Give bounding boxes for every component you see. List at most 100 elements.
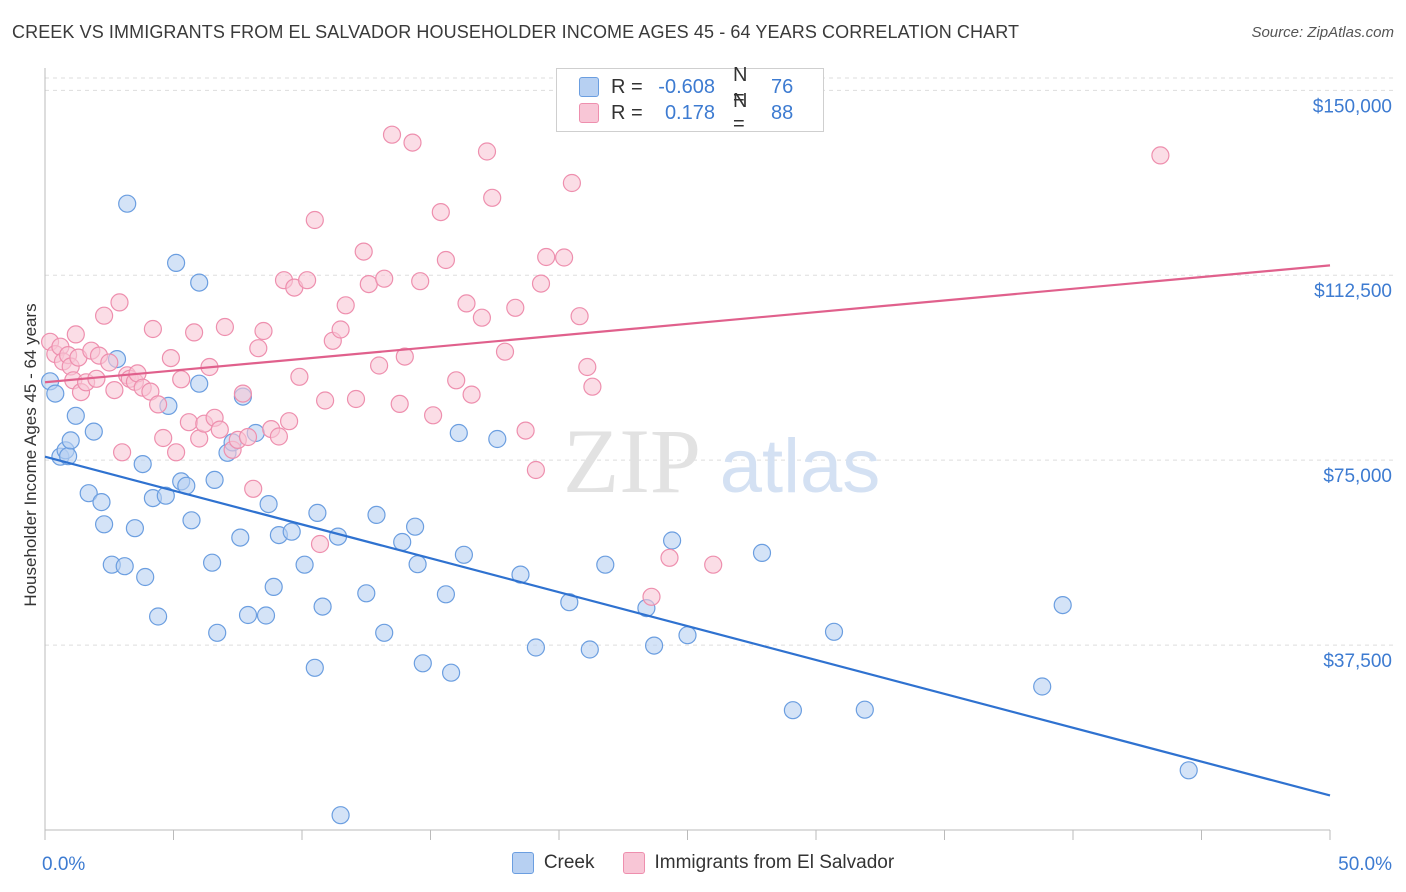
creek-point: [449, 423, 468, 443]
legend-n-label: N =: [733, 90, 748, 135]
legend-item-el-salvador: Immigrants from El Salvador: [622, 852, 894, 874]
legend-row-el-salvador: R = 0.178 N = 88: [579, 90, 794, 135]
creek-point: [678, 626, 697, 645]
el-salvador-point: [411, 272, 430, 291]
y-tick-label: $75,000: [1323, 466, 1392, 487]
creek-point: [331, 806, 350, 825]
creek-point: [264, 577, 283, 597]
axis-layer: [44, 68, 1331, 840]
el-salvador-point: [249, 339, 268, 358]
creek-point: [442, 663, 461, 682]
el-salvador-point: [578, 357, 597, 377]
el-salvador-point: [436, 250, 455, 270]
creek-point: [305, 658, 324, 677]
legend-item-creek: Creek: [511, 852, 595, 874]
el-salvador-point: [642, 587, 661, 606]
creek-point: [488, 429, 507, 449]
el-salvador-point: [346, 389, 366, 409]
legend-r-label: R =: [611, 101, 643, 124]
creek-point: [205, 470, 224, 489]
creek-point: [136, 567, 155, 587]
creek-point: [238, 605, 258, 625]
creek-point: [231, 528, 250, 547]
creek-point: [783, 701, 803, 720]
creek-point: [46, 384, 65, 403]
creek-point: [84, 422, 103, 441]
creek-point: [596, 555, 615, 574]
creek-point: [282, 522, 301, 541]
legend-n-label: N =: [733, 64, 748, 109]
el-salvador-point: [331, 320, 350, 339]
el-salvador-point: [112, 443, 132, 462]
creek-point: [375, 623, 394, 642]
creek-point: [259, 495, 278, 514]
legend-r-value: -0.608: [658, 75, 715, 98]
creek-point: [133, 455, 152, 474]
legend-n-value: 88: [771, 101, 794, 124]
creek-point: [61, 431, 80, 450]
el-salvador-point: [305, 210, 324, 230]
el-salvador-point: [354, 242, 373, 261]
el-salvador-point: [1151, 146, 1170, 165]
legend-swatch-creek: [579, 77, 599, 97]
creek-point: [92, 493, 111, 512]
trend-layer: [44, 264, 1331, 797]
creek-point: [115, 557, 134, 576]
el-salvador-point: [516, 421, 535, 440]
el-salvador-point: [570, 307, 589, 326]
creek-point: [308, 503, 327, 523]
correlation-legend: R = -0.608 N = 76 R = 0.178 N = 88: [556, 64, 824, 135]
legend-r-value: 0.178: [664, 101, 715, 124]
creek-point: [182, 511, 201, 530]
el-salvador-point: [310, 534, 330, 554]
el-salvador-point: [495, 342, 515, 361]
el-salvador-point: [403, 133, 422, 152]
creek-point: [149, 607, 168, 626]
creek-point: [79, 484, 98, 503]
creek-point: [1033, 677, 1052, 696]
el-salvador-point: [424, 406, 443, 425]
series-legend: Creek Immigrants from El Salvador: [0, 852, 1406, 874]
el-salvador-point: [244, 479, 263, 498]
el-salvador-point: [390, 394, 409, 413]
creek-point: [256, 606, 276, 625]
el-salvador-point: [269, 427, 288, 446]
legend-label-creek: Creek: [543, 852, 595, 873]
y-tick-label: $150,000: [1313, 96, 1392, 117]
creek-point: [580, 640, 599, 659]
legend-n-value: 76: [771, 75, 794, 98]
el-salvador-point: [149, 395, 168, 414]
creek-point: [66, 406, 85, 425]
el-salvador-point: [238, 427, 258, 447]
creek-point: [824, 622, 844, 641]
el-salvador-point: [382, 125, 402, 144]
el-salvador-point: [395, 347, 414, 366]
creek-point: [208, 623, 227, 642]
creek-point: [393, 532, 412, 552]
legend-swatch-el-salvador: [579, 103, 599, 123]
creek-point: [560, 593, 579, 612]
creek-point: [156, 486, 175, 505]
creek-trend-line: [44, 455, 1331, 797]
legend-swatch-creek: [511, 852, 534, 874]
el-salvador-point: [161, 349, 180, 368]
el-salvador-point: [537, 247, 556, 267]
el-salvador-point: [172, 370, 191, 389]
creek-point: [203, 553, 222, 572]
el-salvador-point: [660, 548, 679, 567]
legend-r-label: R =: [611, 75, 643, 98]
el-salvador-point: [110, 293, 129, 312]
el-salvador-point: [462, 385, 481, 404]
creek-point: [436, 585, 455, 604]
el-salvador-point: [431, 203, 450, 222]
creek-point: [1179, 761, 1198, 780]
x-tick-label: 50.0%: [1338, 854, 1392, 875]
creek-point: [118, 194, 137, 213]
y-axis-label: Householder Income Ages 45 - 64 years: [21, 303, 40, 606]
el-salvador-point: [290, 367, 309, 386]
creek-point: [367, 505, 386, 525]
el-salvador-trend-line: [44, 264, 1331, 384]
creek-point: [406, 517, 425, 536]
creek-point: [855, 700, 874, 719]
